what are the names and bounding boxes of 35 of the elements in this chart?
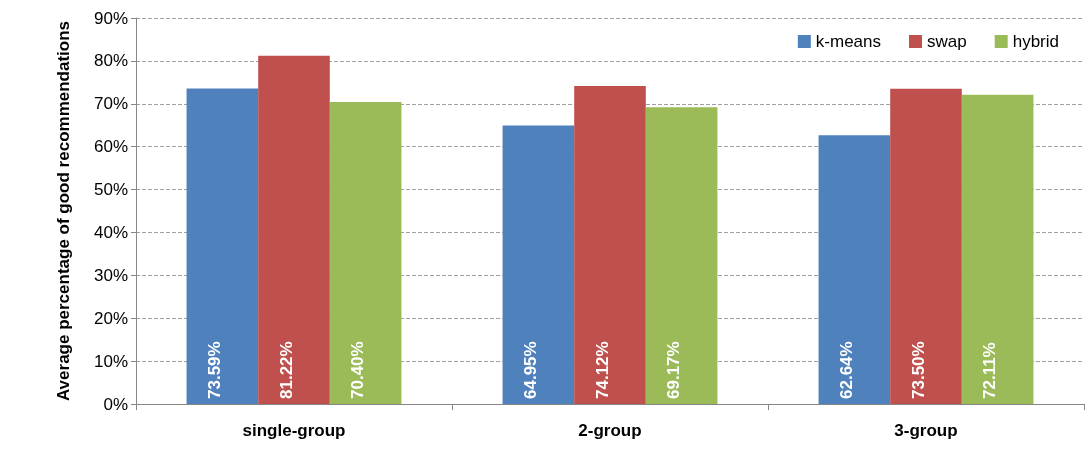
bar <box>186 88 259 404</box>
data-label: 72.11% <box>980 342 1000 399</box>
data-label: 64.95% <box>520 341 540 399</box>
y-tick-label: 80% <box>93 51 128 71</box>
legend-label: k-means <box>815 32 882 51</box>
y-tick-label: 50% <box>93 180 128 200</box>
data-label: 73.50% <box>908 341 928 399</box>
y-tick-label: 0% <box>103 394 128 414</box>
y-tick-label: 60% <box>93 137 128 157</box>
data-label: 69.17% <box>664 341 684 399</box>
y-tick-label: 10% <box>93 351 128 371</box>
bar <box>818 135 891 404</box>
bar <box>574 86 646 404</box>
bar <box>645 107 718 404</box>
y-tick-label: 90% <box>93 8 128 28</box>
legend-label: swap <box>927 32 967 51</box>
data-label: 62.64% <box>836 341 856 399</box>
y-axis-title: Average percentage of good recommendations <box>53 20 73 402</box>
bar <box>890 88 962 404</box>
bar <box>329 102 402 404</box>
x-tick-label: single-group <box>242 421 346 440</box>
bar <box>258 55 330 404</box>
data-label: 81.22% <box>276 341 296 399</box>
bar <box>961 94 1034 404</box>
y-tick-label: 40% <box>93 222 128 242</box>
y-tick-label: 30% <box>93 265 128 285</box>
data-label: 70.40% <box>348 341 368 399</box>
x-tick-label: 2-group <box>578 421 642 440</box>
bar <box>502 125 575 404</box>
legend-label: hybrid <box>1012 32 1060 51</box>
data-label: 73.59% <box>204 341 224 399</box>
x-tick-label: 3-group <box>894 421 958 440</box>
data-label: 74.12% <box>592 341 612 399</box>
y-tick-label: 20% <box>93 308 128 328</box>
y-tick-label: 70% <box>93 94 128 114</box>
